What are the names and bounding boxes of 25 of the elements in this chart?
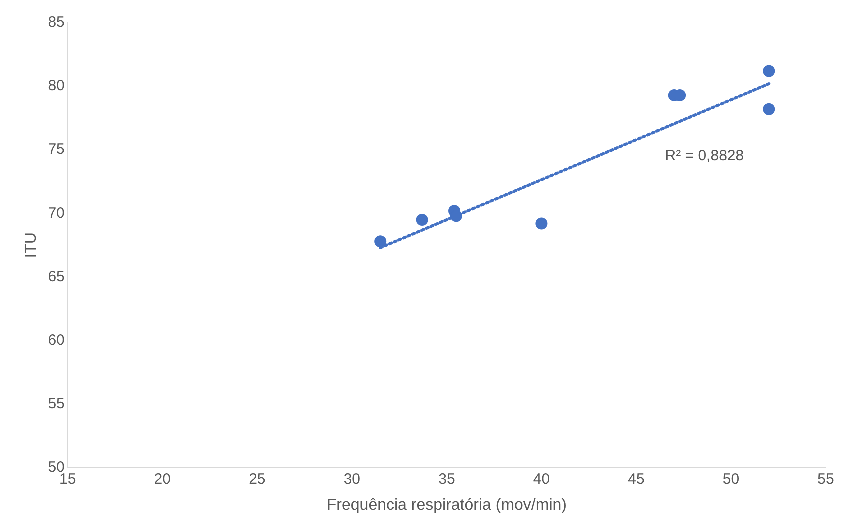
- y-tick-label: 85: [48, 14, 65, 32]
- point: [450, 210, 462, 222]
- y-axis-title: ITU: [23, 232, 40, 258]
- y-tick-label: 55: [48, 395, 65, 412]
- y-tick-label: 75: [48, 141, 65, 158]
- point: [763, 65, 776, 78]
- point: [536, 218, 548, 230]
- x-tick-label: 40: [533, 470, 550, 488]
- x-tick-label: 45: [628, 470, 645, 488]
- x-tick-label: 55: [818, 470, 834, 488]
- x-tick-label: 35: [438, 470, 456, 488]
- x-tick-label: 15: [60, 470, 76, 488]
- point: [763, 103, 776, 116]
- y-tick-label: 65: [48, 268, 65, 286]
- x-tick-label: 25: [249, 470, 266, 488]
- y-tick-label: 80: [48, 78, 65, 95]
- point: [416, 214, 428, 226]
- point: [374, 236, 387, 248]
- annotation: R² = 0,8828: [665, 148, 744, 165]
- y-tick-label: 60: [48, 332, 65, 349]
- x-tick-label: 20: [154, 470, 171, 488]
- x-tick-label: 50: [722, 470, 740, 488]
- x-tick-label: 30: [344, 470, 361, 488]
- y-tick-label: 70: [48, 204, 65, 222]
- x-axis-title: Frequência respiratória (mov/min): [326, 496, 567, 514]
